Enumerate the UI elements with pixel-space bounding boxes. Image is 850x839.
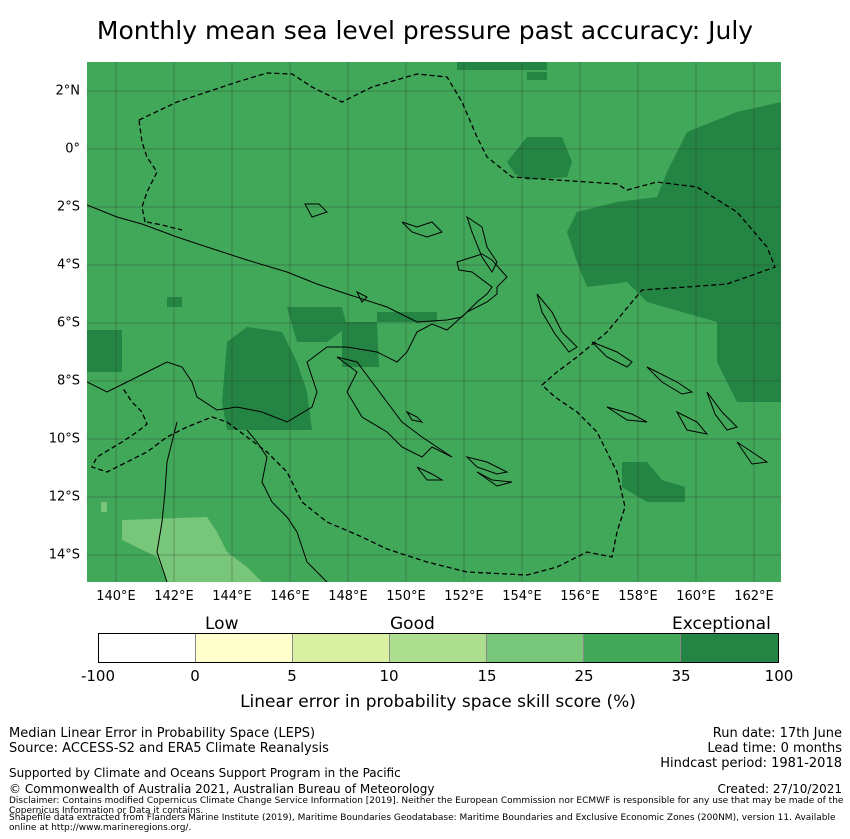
map-canvas (87, 62, 781, 582)
good-patches (101, 502, 262, 582)
exceptional-patches (87, 62, 781, 502)
skill-map (87, 62, 781, 582)
lon-label: 150°E (386, 589, 426, 604)
colorbar (98, 633, 779, 663)
lon-label: 162°E (734, 589, 774, 604)
disclaimer: Disclaimer: Contains modified Copernicus… (9, 796, 844, 816)
lat-label: 2°N (55, 83, 81, 99)
colorbar-tick: 0 (190, 667, 200, 685)
lat-label: 0° (65, 141, 80, 157)
lon-label: 148°E (328, 589, 368, 604)
lon-label: 146°E (270, 589, 310, 604)
lon-label: 140°E (96, 589, 136, 604)
colorbar-tick: 15 (477, 667, 497, 685)
lat-label: 8°S (56, 373, 80, 389)
footer-support: Supported by Climate and Oceans Support … (9, 766, 401, 780)
colorbar-segment (681, 634, 778, 662)
lon-label: 144°E (212, 589, 252, 604)
hindcast-period: Hindcast period: 1981-2018 (660, 756, 842, 771)
colorbar-segment (196, 634, 293, 662)
lat-label: 4°S (56, 257, 80, 273)
eez-boundary (91, 72, 776, 576)
lat-label: 2°S (56, 199, 80, 215)
lon-label: 154°E (502, 589, 542, 604)
lat-label: 6°S (56, 315, 80, 331)
colorbar-tick: 100 (764, 667, 794, 685)
run-date: Run date: 17th June (712, 726, 842, 741)
colorbar-tick: 5 (287, 667, 297, 685)
lat-label: 10°S (48, 431, 80, 447)
colorbar-tick: -100 (80, 667, 116, 685)
colorbar-segment (99, 634, 196, 662)
colorbar-segment (390, 634, 487, 662)
colorbar-segment (487, 634, 584, 662)
legend-category-good: Good (390, 614, 435, 634)
legend-category-exceptional: Exceptional (672, 614, 771, 634)
created-date: Created: 27/10/2021 (717, 782, 842, 796)
colorbar-segment (584, 634, 681, 662)
lat-label: 12°S (48, 489, 80, 505)
lon-label: 156°E (560, 589, 600, 604)
colorbar-tick: 10 (379, 667, 399, 685)
lat-label: 14°S (48, 547, 80, 563)
lon-label: 158°E (618, 589, 658, 604)
legend-category-low: Low (205, 614, 239, 634)
footer-copyright: © Commonwealth of Australia 2021, Austra… (9, 782, 435, 796)
map-title: Monthly mean sea level pressure past acc… (96, 16, 754, 45)
colorbar-tick: 25 (574, 667, 594, 685)
shapefile-credit: Shapefile data extracted from Flanders M… (9, 813, 836, 833)
graticule (87, 62, 781, 582)
colorbar-segment (293, 634, 390, 662)
colorbar-tick: 35 (671, 667, 691, 685)
lon-label: 152°E (444, 589, 484, 604)
coastlines (87, 203, 769, 582)
lon-label: 142°E (154, 589, 194, 604)
colorbar-title: Linear error in probability space skill … (240, 692, 636, 712)
lead-time: Lead time: 0 months (707, 741, 842, 756)
footer-method: Median Linear Error in Probability Space… (9, 726, 316, 741)
lon-label: 160°E (676, 589, 716, 604)
footer-source: Source: ACCESS-S2 and ERA5 Climate Reana… (9, 741, 329, 756)
